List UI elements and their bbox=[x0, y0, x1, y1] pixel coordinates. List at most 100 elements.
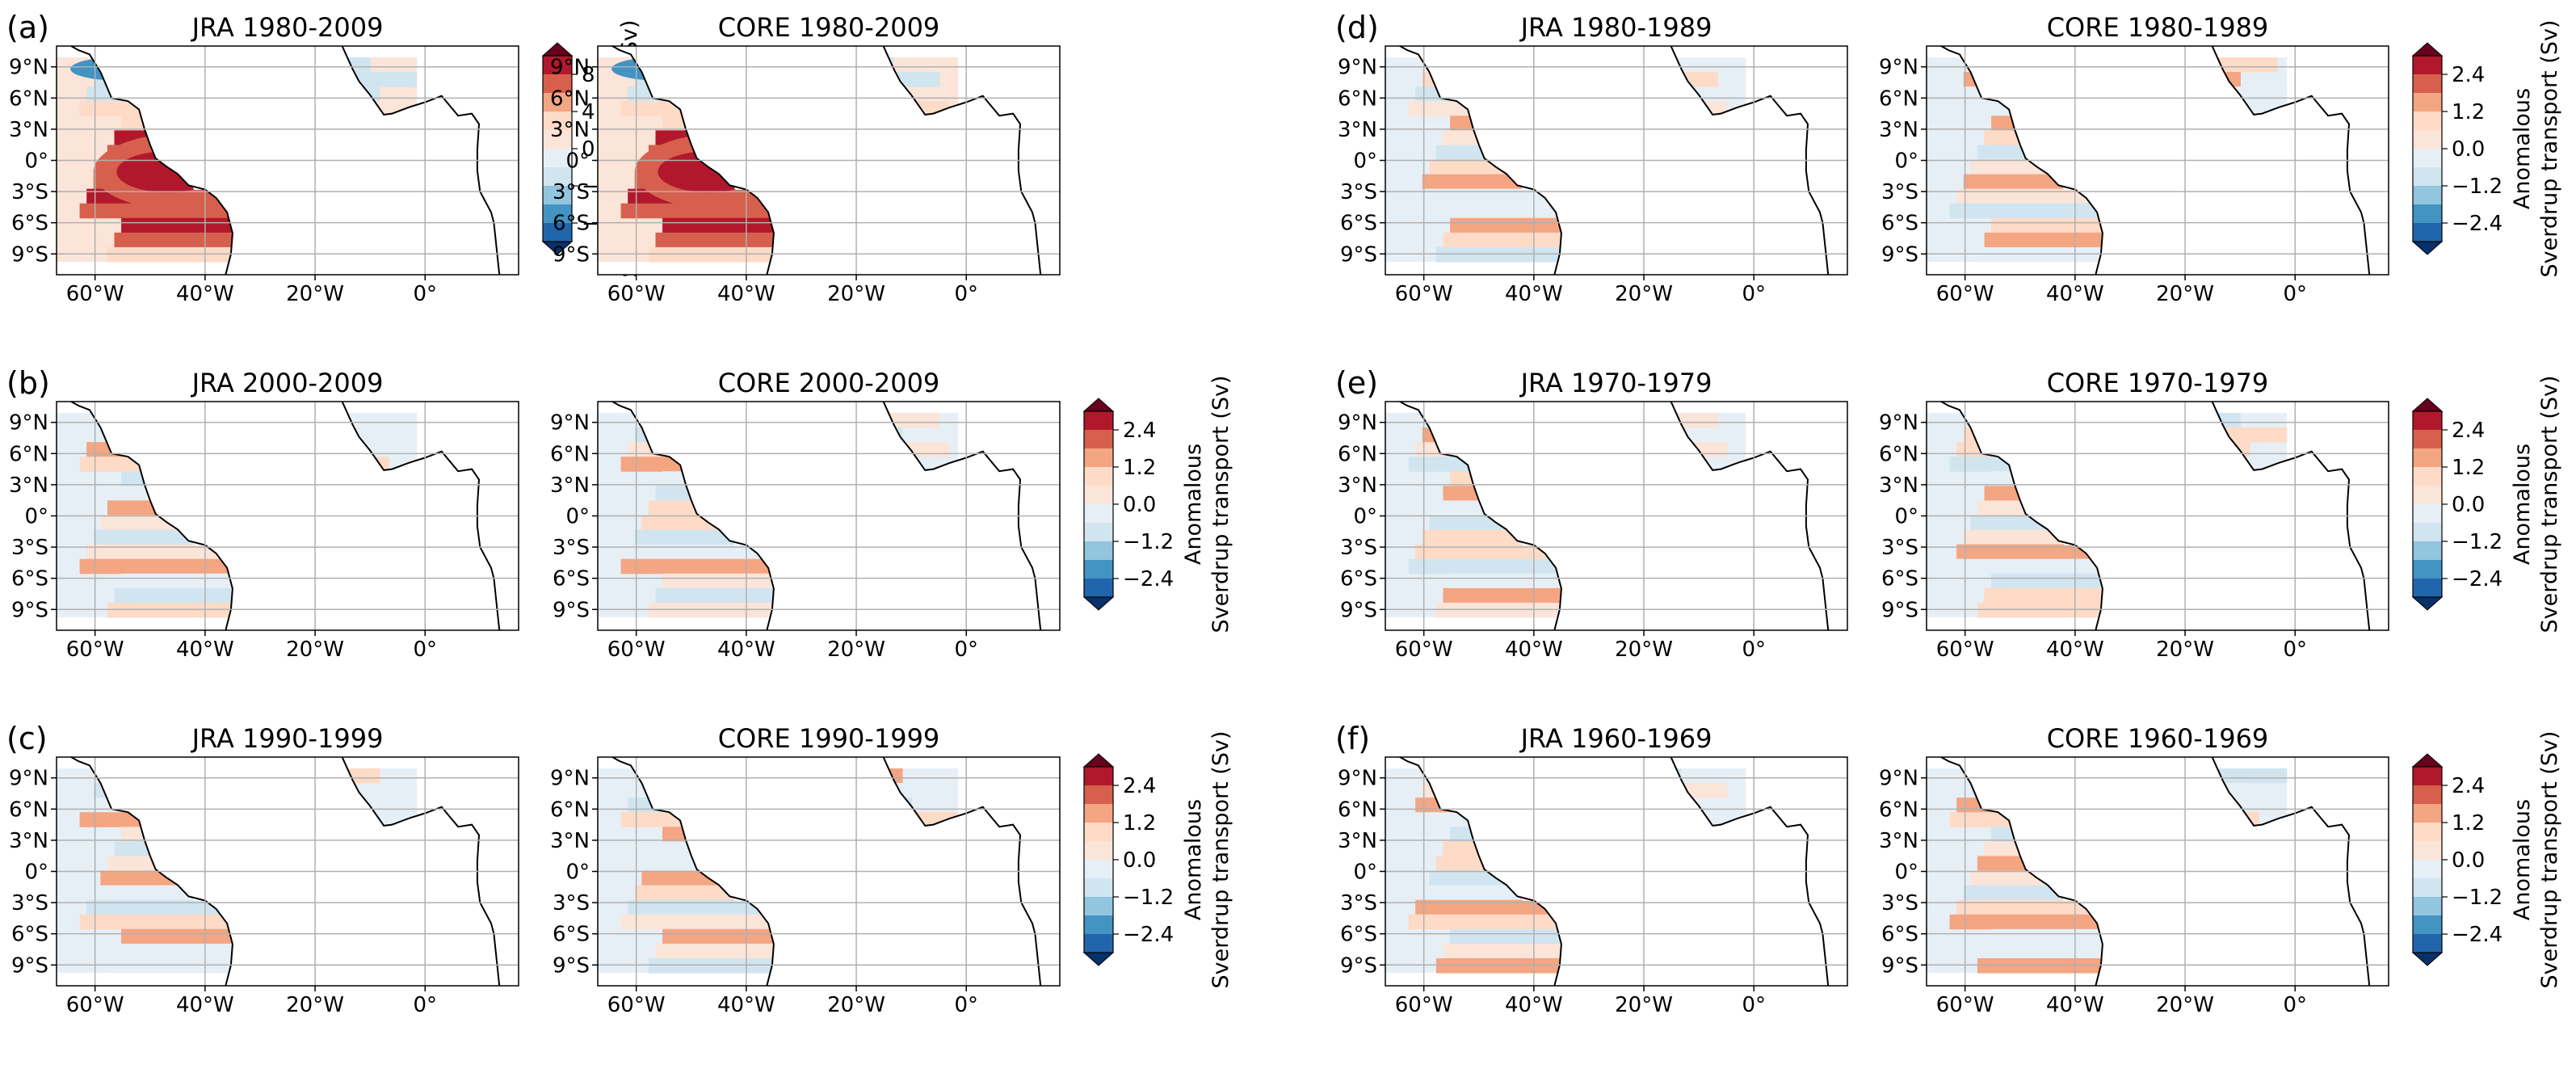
panel-label: (a) bbox=[6, 10, 49, 45]
colorbar-segment bbox=[2413, 204, 2442, 224]
colorbar-extend-bottom bbox=[2411, 596, 2444, 611]
y-tick-label: 6°S bbox=[1881, 923, 1918, 947]
y-tick-label: 3°N bbox=[9, 473, 48, 498]
colorbar-extend-top bbox=[2411, 398, 2444, 412]
colorbar-extend-top bbox=[541, 42, 574, 57]
x-tick-label: 60°W bbox=[66, 993, 124, 1017]
panel-label: (d) bbox=[1335, 10, 1379, 45]
colorbar-segment bbox=[2413, 860, 2442, 879]
colorbar-segment bbox=[2413, 223, 2442, 242]
gridlines bbox=[57, 402, 519, 630]
panel-title: JRA 1980-1989 bbox=[1519, 12, 1712, 43]
y-tick-label: 3°S bbox=[1340, 891, 1377, 915]
colorbar-tick-label: −2.4 bbox=[1123, 923, 1174, 947]
colorbar-tick-label: 0.0 bbox=[2452, 137, 2485, 162]
colorbar-segment bbox=[543, 112, 572, 131]
x-tick-label: 0° bbox=[413, 993, 437, 1017]
y-tick-label: 3°N bbox=[550, 118, 590, 142]
y-tick-label: 6°N bbox=[550, 798, 590, 822]
y-tick-label: 3°S bbox=[11, 180, 48, 204]
colorbar-extend-bottom bbox=[1082, 952, 1115, 966]
colorbar-segment bbox=[2413, 467, 2442, 486]
colorbar-extend-top bbox=[1082, 753, 1115, 768]
x-tick-label: 20°W bbox=[2156, 282, 2214, 306]
y-tick-label: 9°S bbox=[1881, 598, 1918, 622]
y-tick-label: 9°S bbox=[11, 242, 48, 267]
colorbar-label: Sverdrup transport (Sv) bbox=[2537, 20, 2562, 278]
panel-label: (c) bbox=[6, 721, 48, 756]
map-panel: 60°W 40°W 20°W 0° 9°N 6°N 3°N 0° 3°S 6°S 9°S JRA 19… bbox=[1335, 10, 1848, 306]
colorbar-extend-bottom bbox=[1082, 596, 1115, 611]
colorbar-segment bbox=[543, 93, 572, 112]
panel-title: CORE 1970-1979 bbox=[2047, 368, 2269, 398]
y-tick-label: 9°N bbox=[1879, 411, 1918, 436]
colorbar-extend-top bbox=[2411, 753, 2444, 768]
colorbar-segment bbox=[543, 56, 572, 75]
y-tick-label: 6°N bbox=[9, 442, 48, 466]
colorbar-segment bbox=[2413, 841, 2442, 861]
colorbar: 2.4 1.2 0.0 −1.2 −2.4 Anomalous Sverdrup trans… bbox=[2411, 376, 2562, 633]
x-tick-label: 60°W bbox=[66, 282, 124, 306]
y-tick-label: 6°S bbox=[1881, 567, 1918, 591]
colorbar-tick-label: −2.4 bbox=[2452, 567, 2502, 591]
y-tick-label: 3°N bbox=[9, 118, 48, 142]
colorbar: 2.4 1.2 0.0 −1.2 −2.4 Anomalous Sverdrup trans… bbox=[1082, 731, 1233, 988]
y-tick-label: 3°S bbox=[11, 891, 48, 915]
colorbar-label: Anomalous bbox=[1181, 444, 1206, 565]
colorbar-extend-top bbox=[1082, 398, 1115, 412]
colorbar-tick-label: 0 bbox=[582, 137, 595, 162]
y-tick-label: 6°N bbox=[9, 798, 48, 822]
x-tick-label: 40°W bbox=[1505, 282, 1563, 306]
map-panel: 60°W 40°W 20°W 0° 9°N 6°N 3°N 0° 3°S 6°S 9°S CORE 2… bbox=[550, 368, 1061, 662]
y-tick-label: 3°S bbox=[1881, 891, 1918, 915]
y-tick-label: 6°S bbox=[553, 212, 590, 236]
y-tick-label: 9°N bbox=[1879, 56, 1918, 80]
colorbar-segment bbox=[1084, 541, 1113, 561]
colorbar-segment bbox=[2413, 579, 2442, 598]
x-tick-label: 0° bbox=[2283, 638, 2307, 662]
y-tick-label: 0° bbox=[1353, 861, 1377, 885]
colorbar-segment bbox=[2413, 785, 2442, 805]
x-tick-label: 0° bbox=[2283, 282, 2307, 306]
colorbar-segment bbox=[1084, 448, 1113, 468]
colorbar-segment bbox=[2413, 411, 2442, 431]
colorbar-segment bbox=[543, 130, 572, 149]
colorbar-segment bbox=[1084, 804, 1113, 823]
colorbar-tick-label: 2.4 bbox=[1123, 419, 1156, 443]
x-tick-label: 40°W bbox=[2046, 638, 2104, 662]
x-tick-label: 40°W bbox=[1505, 993, 1563, 1017]
y-tick-label: 6°N bbox=[1879, 442, 1918, 466]
colorbar-segment bbox=[2413, 523, 2442, 542]
colorbar-segment bbox=[1084, 934, 1113, 953]
colorbar-segment bbox=[2413, 915, 2442, 935]
colorbar-tick-label: 2.4 bbox=[2452, 774, 2485, 798]
colorbar-segment bbox=[1084, 841, 1113, 861]
y-tick-label: 6°S bbox=[1340, 923, 1377, 947]
colorbar-segment bbox=[2413, 56, 2442, 75]
colorbar-label: Anomalous bbox=[2510, 799, 2535, 920]
colorbar-tick-label: 0.0 bbox=[2452, 493, 2485, 517]
colorbar-segment bbox=[1084, 430, 1113, 449]
colorbar-segment bbox=[1084, 823, 1113, 842]
y-tick-label: 0° bbox=[1353, 505, 1377, 529]
colorbar-segment bbox=[1084, 785, 1113, 805]
y-tick-label: 9°S bbox=[553, 242, 590, 267]
x-tick-label: 20°W bbox=[827, 993, 885, 1017]
x-tick-label: 60°W bbox=[607, 282, 666, 306]
x-tick-label: 40°W bbox=[2046, 993, 2104, 1017]
y-tick-label: 9°S bbox=[1340, 953, 1377, 978]
x-tick-label: 20°W bbox=[286, 638, 344, 662]
colorbar-tick-label: 1.2 bbox=[1123, 811, 1156, 835]
colorbar-segment bbox=[2413, 93, 2442, 112]
y-tick-label: 9°S bbox=[553, 953, 590, 978]
colorbar-segment bbox=[543, 186, 572, 205]
colorbar-segment bbox=[543, 223, 572, 242]
y-tick-label: 3°N bbox=[1879, 118, 1918, 142]
x-tick-label: 20°W bbox=[827, 638, 885, 662]
panel-title: CORE 2000-2009 bbox=[718, 368, 940, 398]
y-tick-label: 6°N bbox=[1338, 442, 1377, 466]
y-tick-label: 0° bbox=[1353, 149, 1377, 174]
colorbar-segment bbox=[1084, 579, 1113, 598]
map-panel: 60°W 40°W 20°W 0° 9°N 6°N 3°N 0° 3°S 6°S 9°S CORE 1… bbox=[1879, 12, 2389, 306]
y-tick-label: 6°S bbox=[1340, 212, 1377, 236]
